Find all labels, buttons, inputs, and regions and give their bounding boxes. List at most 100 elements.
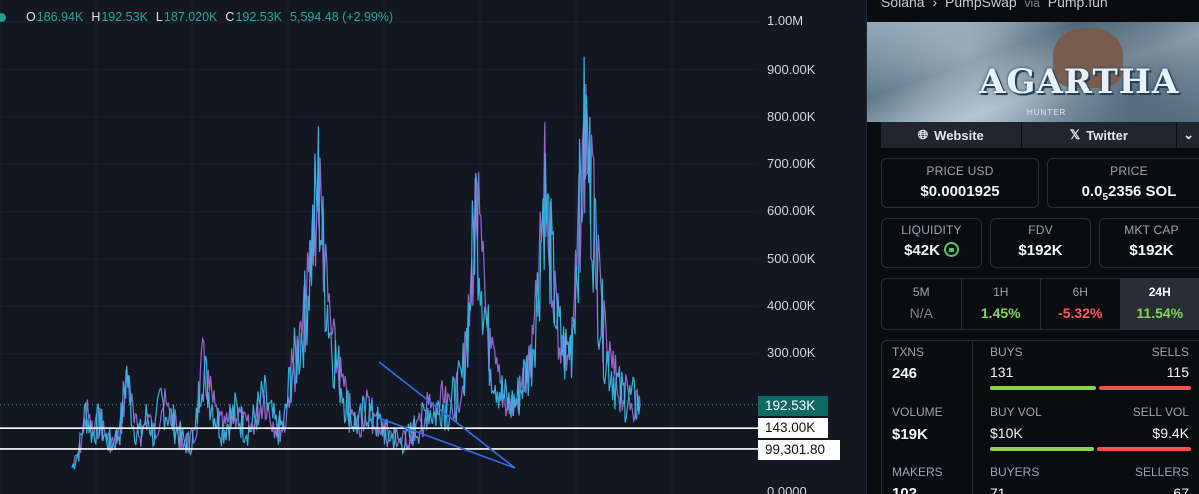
y-tick: 700.00K [767, 156, 816, 171]
chart-pane[interactable]: O 186.94K H 192.53K L 187.020K C 192.53K… [0, 0, 866, 494]
price-sol-label: PRICE [1110, 164, 1148, 178]
globe-icon: 🌐︎ [917, 127, 929, 142]
social-links: 🌐︎ Website 𝕏 Twitter ⌄ [881, 122, 1199, 148]
sell-vol-value: $9.4K [1152, 425, 1189, 441]
price-sol-zero-count: 5 [1102, 192, 1109, 203]
price-usd-card: PRICE USD $0.0001925 [881, 158, 1039, 208]
breadcrumb: Solana › PumpSwap via Pump.fun [881, 0, 1112, 10]
price-sol-main: 0.0 [1081, 183, 1103, 200]
y-tick: 900.00K [767, 62, 816, 77]
price-usd-label: PRICE USD [926, 164, 994, 178]
tab-label: 1H [993, 285, 1009, 299]
buys-value: 131 [990, 364, 1014, 380]
more-links-button[interactable]: ⌄ [1177, 122, 1199, 148]
low-key: L [155, 10, 163, 24]
y-tick: 600.00K [767, 203, 816, 218]
txns-label: TXNS [892, 345, 925, 359]
market-cap-value: $192K [1129, 242, 1174, 259]
trendline-drawings [0, 361, 760, 469]
y-tick: 0.0000 [767, 484, 807, 494]
sellers-value: 67 [1173, 485, 1189, 494]
buy-vol-ratio-bar [990, 447, 1094, 451]
website-button[interactable]: 🌐︎ Website [881, 122, 1022, 148]
tab-label: 6H [1072, 285, 1088, 299]
horizontal-line-price-tag[interactable]: 143.00K [758, 418, 828, 438]
makers-value: 102 [892, 485, 918, 494]
open-value: 186.94K [36, 10, 84, 24]
status-dot-icon [0, 12, 6, 22]
current-price-tag: 192.53K [758, 396, 828, 416]
price-chart[interactable] [0, 0, 866, 494]
token-banner: AGARTHA HUNTER [867, 22, 1199, 122]
wedge-upper-trendline [378, 361, 516, 469]
tab-change: 11.54% [1136, 305, 1184, 321]
buys-label: BUYS [990, 345, 1023, 359]
sell-vol-label: SELL VOL [1132, 405, 1189, 419]
high-key: H [91, 10, 101, 24]
banner-subtext: HUNTER [1027, 108, 1067, 117]
liquidity-value: $42K [904, 242, 940, 259]
trade-stats: TXNS 246 BUYS 131 SELLS 115 VOLUME $19K … [881, 340, 1199, 494]
chevron-down-icon: ⌄ [1183, 127, 1195, 142]
tab-6h[interactable]: 6H -5.32% [1041, 279, 1121, 329]
ohlc-legend: O 186.94K H 192.53K L 187.020K C 192.53K… [0, 9, 393, 25]
banner-logo-text: AGARTHA [979, 62, 1180, 102]
y-tick: 500.00K [767, 251, 816, 266]
fdv-value: $192K [1018, 242, 1063, 259]
y-tick: 400.00K [767, 298, 816, 313]
crumb-launchpad[interactable]: Pump.fun [1047, 0, 1108, 10]
tab-1h[interactable]: 1H 1.45% [962, 279, 1041, 329]
crumb-chain[interactable]: Solana [881, 0, 925, 10]
price-sol-value: 0.052356 SOL [1048, 183, 1199, 203]
close-key: C [225, 10, 235, 24]
volume-label: VOLUME [892, 405, 943, 419]
horizontal-line-price-tag[interactable]: 99,301.80 [758, 440, 840, 460]
volume-value: $19K [892, 426, 928, 443]
liquidity-label: LIQUIDITY [901, 223, 962, 237]
tab-change: -5.32% [1058, 305, 1103, 321]
close-value: 192.53K [235, 10, 283, 24]
change-value: 5,594.48 (+2.99%) [290, 10, 394, 24]
sells-ratio-bar [1099, 386, 1191, 390]
market-cap-card: MKT CAP $192K [1099, 218, 1199, 268]
sells-value: 115 [1166, 364, 1189, 380]
sells-label: SELLS [1151, 345, 1189, 359]
price-usd-value: $0.0001925 [920, 183, 1000, 200]
buy-vol-value: $10K [990, 425, 1023, 441]
chevron-right-icon: › [932, 0, 938, 10]
tab-5m[interactable]: 5M N/A [882, 279, 962, 329]
twitter-label: Twitter [1086, 127, 1128, 143]
y-tick: 800.00K [767, 109, 816, 124]
buys-ratio-bar [990, 386, 1096, 390]
fdv-label: FDV [1028, 223, 1053, 237]
tab-24h[interactable]: 24H 11.54% [1120, 279, 1199, 329]
buyers-label: BUYERS [990, 465, 1040, 479]
crumb-dex[interactable]: PumpSwap [945, 0, 1017, 10]
lock-icon[interactable] [943, 242, 959, 257]
sell-vol-ratio-bar [1097, 447, 1191, 451]
tab-change: N/A [909, 305, 933, 321]
price-sol-card: PRICE 0.052356 SOL [1047, 158, 1199, 208]
tab-label: 5M [912, 285, 930, 299]
liquidity-card: LIQUIDITY $42K [881, 218, 982, 268]
x-logo-icon: 𝕏 [1069, 127, 1081, 142]
buy-vol-label: BUY VOL [990, 405, 1042, 419]
sellers-label: SELLERS [1134, 465, 1189, 479]
twitter-button[interactable]: 𝕏 Twitter [1022, 122, 1178, 148]
market-cap-label: MKT CAP [1124, 223, 1179, 237]
banner-figure [1053, 28, 1123, 88]
fdv-card: FDV $192K [990, 218, 1091, 268]
buyers-value: 71 [990, 485, 1006, 494]
token-info-panel: Solana › PumpSwap via Pump.fun AGARTHA H… [866, 0, 1199, 494]
crumb-via: via [1024, 0, 1040, 10]
makers-label: MAKERS [892, 465, 943, 479]
y-tick: 1.00M [767, 13, 804, 28]
open-key: O [26, 10, 36, 24]
high-value: 192.53K [101, 10, 148, 24]
website-label: Website [934, 127, 984, 143]
timeframe-tabs: 5M N/A 1H 1.45% 6H -5.32% 24H 11.54% [881, 278, 1199, 330]
price-sol-tail: 2356 SOL [1108, 183, 1177, 200]
tab-label: 24H [1148, 285, 1171, 299]
price-series-line [72, 83, 641, 468]
wedge-lower-trendline [378, 417, 516, 469]
